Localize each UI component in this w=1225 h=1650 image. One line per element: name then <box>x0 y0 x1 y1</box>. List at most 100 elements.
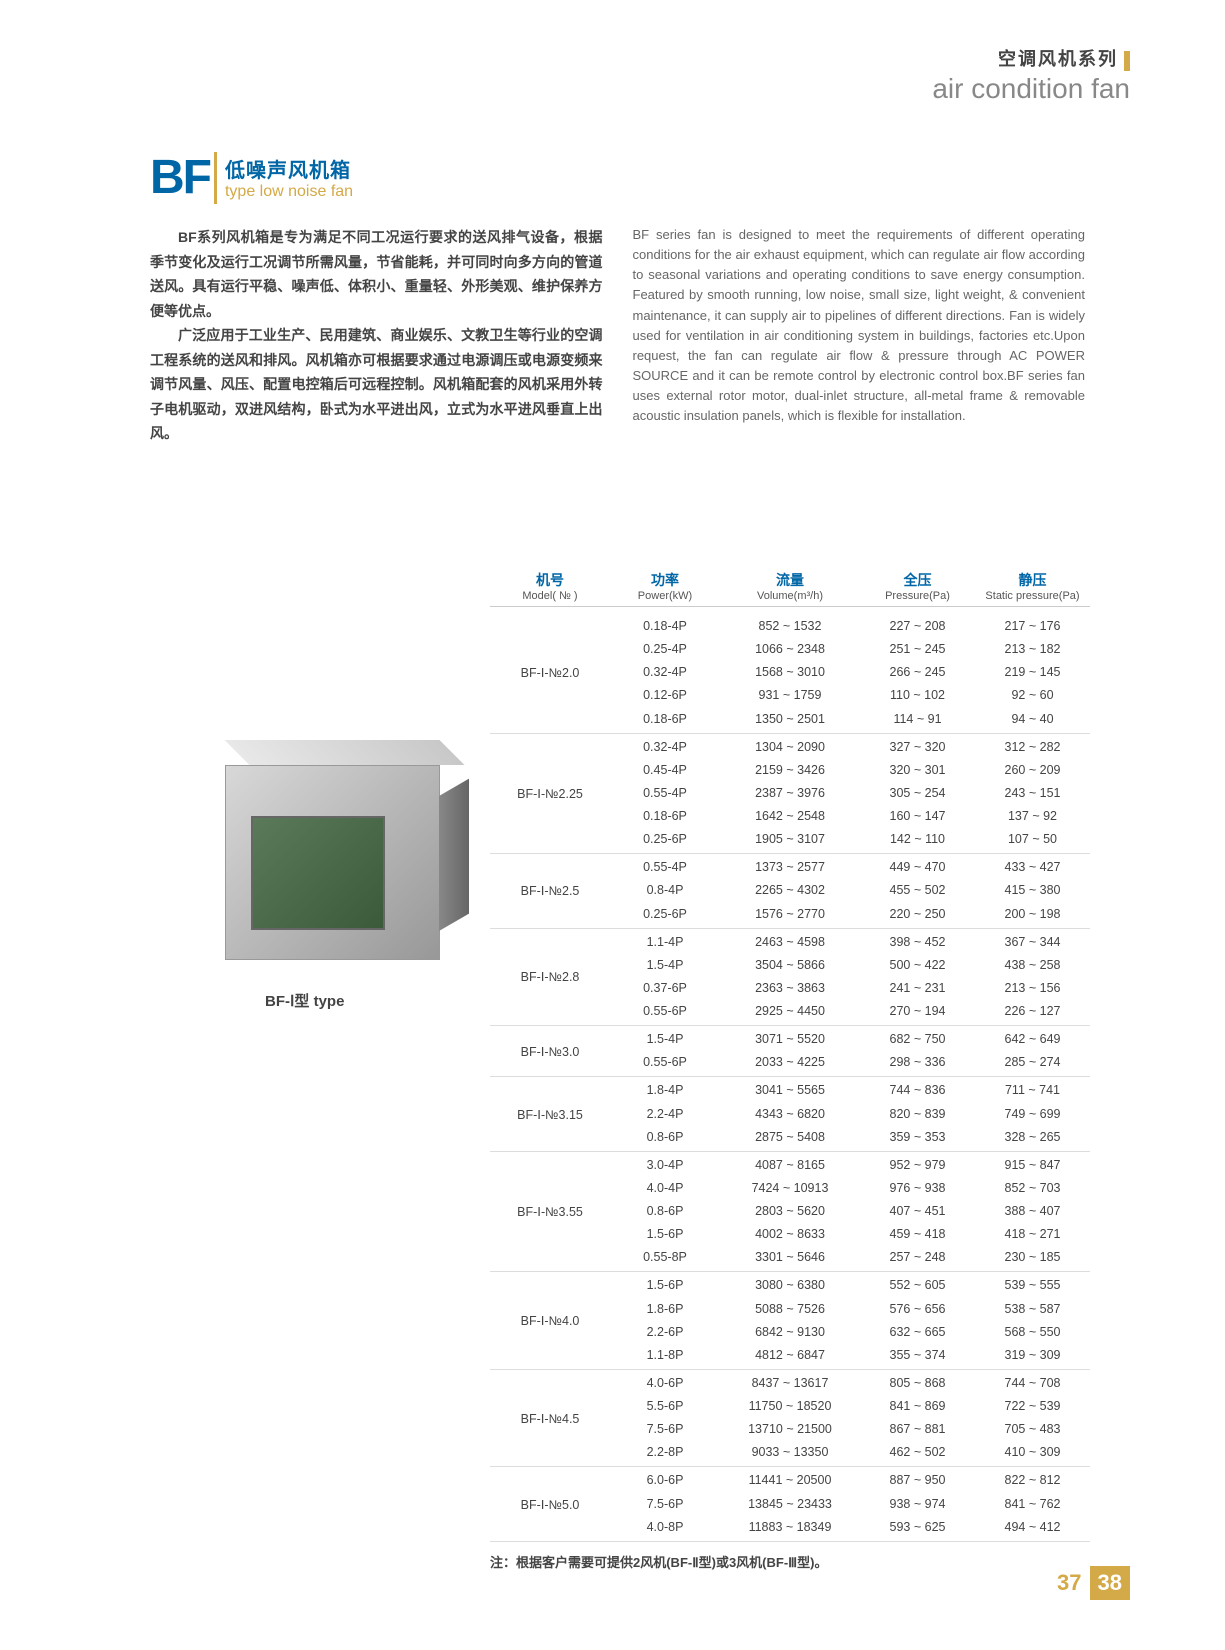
spec-row: 1.5-4P3071 ~ 5520682 ~ 750642 ~ 649 <box>610 1028 1090 1051</box>
spec-row: 1.5-6P3080 ~ 6380552 ~ 605539 ~ 555 <box>610 1274 1090 1297</box>
spec-cell-volume: 2265 ~ 4302 <box>720 879 860 902</box>
spec-row: 1.8-6P5088 ~ 7526576 ~ 656538 ~ 587 <box>610 1298 1090 1321</box>
spec-cell-power: 4.0-4P <box>610 1177 720 1200</box>
spec-model: BF-Ⅰ-№2.5 <box>490 856 610 925</box>
spec-row: 0.8-6P2875 ~ 5408359 ~ 353328 ~ 265 <box>610 1126 1090 1149</box>
spec-cell-volume: 1350 ~ 2501 <box>720 708 860 731</box>
spec-cell-static: 418 ~ 271 <box>975 1223 1090 1246</box>
spec-cell-power: 1.1-8P <box>610 1344 720 1367</box>
page-footer: 37 38 <box>1049 1566 1130 1600</box>
spec-cell-static: 226 ~ 127 <box>975 1000 1090 1023</box>
spec-cell-pressure: 576 ~ 656 <box>860 1298 975 1321</box>
hdr-model-en: Model( № ) <box>490 590 610 602</box>
spec-cell-pressure: 887 ~ 950 <box>860 1469 975 1492</box>
spec-cell-power: 0.18-6P <box>610 805 720 828</box>
spec-cell-pressure: 110 ~ 102 <box>860 684 975 707</box>
spec-cell-power: 5.5-6P <box>610 1395 720 1418</box>
spec-row: 4.0-6P8437 ~ 13617805 ~ 868744 ~ 708 <box>610 1372 1090 1395</box>
description-block: BF系列风机箱是专为满足不同工况运行要求的送风排气设备，根据季节变化及运行工况调… <box>150 225 1085 446</box>
description-cn: BF系列风机箱是专为满足不同工况运行要求的送风排气设备，根据季节变化及运行工况调… <box>150 225 603 446</box>
spec-cell-pressure: 398 ~ 452 <box>860 931 975 954</box>
spec-cell-pressure: 632 ~ 665 <box>860 1321 975 1344</box>
spec-cell-pressure: 976 ~ 938 <box>860 1177 975 1200</box>
spec-cell-volume: 3071 ~ 5520 <box>720 1028 860 1051</box>
spec-cell-volume: 2363 ~ 3863 <box>720 977 860 1000</box>
hdr-static-cn: 静压 <box>1019 572 1047 588</box>
spec-cell-power: 0.25-4P <box>610 638 720 661</box>
hdr-static-en: Static pressure(Pa) <box>975 590 1090 602</box>
spec-cell-power: 1.8-6P <box>610 1298 720 1321</box>
spec-row: 4.0-4P7424 ~ 10913976 ~ 938852 ~ 703 <box>610 1177 1090 1200</box>
spec-cell-power: 4.0-6P <box>610 1372 720 1395</box>
spec-cell-power: 0.55-8P <box>610 1246 720 1269</box>
spec-cell-static: 107 ~ 50 <box>975 828 1090 851</box>
spec-cell-power: 2.2-6P <box>610 1321 720 1344</box>
spec-row: 1.5-4P3504 ~ 5866500 ~ 422438 ~ 258 <box>610 954 1090 977</box>
spec-cell-pressure: 270 ~ 194 <box>860 1000 975 1023</box>
spec-cell-static: 230 ~ 185 <box>975 1246 1090 1269</box>
spec-cell-power: 0.37-6P <box>610 977 720 1000</box>
spec-cell-static: 410 ~ 309 <box>975 1441 1090 1464</box>
spec-row: 0.55-4P2387 ~ 3976305 ~ 254243 ~ 151 <box>610 782 1090 805</box>
hdr-pressure-en: Pressure(Pa) <box>860 590 975 602</box>
spec-cell-pressure: 359 ~ 353 <box>860 1126 975 1149</box>
spec-row: 6.0-6P11441 ~ 20500887 ~ 950822 ~ 812 <box>610 1469 1090 1492</box>
spec-cell-pressure: 142 ~ 110 <box>860 828 975 851</box>
spec-cell-pressure: 114 ~ 91 <box>860 708 975 731</box>
spec-row: 0.25-4P1066 ~ 2348251 ~ 245213 ~ 182 <box>610 638 1090 661</box>
spec-group: BF-Ⅰ-№2.250.32-4P1304 ~ 2090327 ~ 320312… <box>490 734 1090 855</box>
spec-cell-pressure: 298 ~ 336 <box>860 1051 975 1074</box>
spec-cell-volume: 4002 ~ 8633 <box>720 1223 860 1246</box>
hdr-volume-en: Volume(m³/h) <box>720 590 860 602</box>
spec-cell-power: 7.5-6P <box>610 1418 720 1441</box>
spec-row: 0.8-6P2803 ~ 5620407 ~ 451388 ~ 407 <box>610 1200 1090 1223</box>
spec-cell-static: 642 ~ 649 <box>975 1028 1090 1051</box>
spec-cell-volume: 4343 ~ 6820 <box>720 1103 860 1126</box>
spec-cell-pressure: 449 ~ 470 <box>860 856 975 879</box>
spec-row: 2.2-6P6842 ~ 9130632 ~ 665568 ~ 550 <box>610 1321 1090 1344</box>
spec-cell-power: 0.45-4P <box>610 759 720 782</box>
spec-row: 0.12-6P931 ~ 1759110 ~ 10292 ~ 60 <box>610 684 1090 707</box>
spec-cell-pressure: 500 ~ 422 <box>860 954 975 977</box>
spec-row: 3.0-4P4087 ~ 8165952 ~ 979915 ~ 847 <box>610 1154 1090 1177</box>
spec-note: 注：根据客户需要可提供2风机(BF-Ⅱ型)或3风机(BF-Ⅲ型)。 <box>490 1552 1090 1571</box>
spec-cell-static: 433 ~ 427 <box>975 856 1090 879</box>
spec-cell-pressure: 682 ~ 750 <box>860 1028 975 1051</box>
spec-cell-pressure: 593 ~ 625 <box>860 1516 975 1539</box>
spec-cell-pressure: 407 ~ 451 <box>860 1200 975 1223</box>
title-name-en: type low noise fan <box>225 183 353 201</box>
spec-cell-pressure: 305 ~ 254 <box>860 782 975 805</box>
spec-cell-volume: 13710 ~ 21500 <box>720 1418 860 1441</box>
spec-cell-static: 744 ~ 708 <box>975 1372 1090 1395</box>
spec-cell-static: 722 ~ 539 <box>975 1395 1090 1418</box>
spec-cell-volume: 6842 ~ 9130 <box>720 1321 860 1344</box>
spec-row: 2.2-4P4343 ~ 6820820 ~ 839749 ~ 699 <box>610 1103 1090 1126</box>
spec-row: 0.18-4P852 ~ 1532227 ~ 208217 ~ 176 <box>610 615 1090 638</box>
spec-row: 0.37-6P2363 ~ 3863241 ~ 231213 ~ 156 <box>610 977 1090 1000</box>
spec-row: 0.55-6P2033 ~ 4225298 ~ 336285 ~ 274 <box>610 1051 1090 1074</box>
spec-cell-power: 1.8-4P <box>610 1079 720 1102</box>
category-en: air condition fan <box>932 73 1130 105</box>
spec-cell-volume: 2159 ~ 3426 <box>720 759 860 782</box>
page-header: 空调风机系列 air condition fan <box>932 45 1130 105</box>
spec-cell-static: 415 ~ 380 <box>975 879 1090 902</box>
spec-cell-power: 7.5-6P <box>610 1493 720 1516</box>
spec-cell-static: 328 ~ 265 <box>975 1126 1090 1149</box>
spec-row: 7.5-6P13845 ~ 23433938 ~ 974841 ~ 762 <box>610 1493 1090 1516</box>
spec-cell-static: 494 ~ 412 <box>975 1516 1090 1539</box>
spec-cell-static: 822 ~ 812 <box>975 1469 1090 1492</box>
spec-row: 0.45-4P2159 ~ 3426320 ~ 301260 ~ 209 <box>610 759 1090 782</box>
spec-cell-pressure: 459 ~ 418 <box>860 1223 975 1246</box>
spec-group: BF-Ⅰ-№2.50.55-4P1373 ~ 2577449 ~ 470433 … <box>490 854 1090 928</box>
spec-cell-static: 841 ~ 762 <box>975 1493 1090 1516</box>
spec-cell-static: 213 ~ 182 <box>975 638 1090 661</box>
spec-cell-pressure: 320 ~ 301 <box>860 759 975 782</box>
spec-cell-volume: 2803 ~ 5620 <box>720 1200 860 1223</box>
spec-cell-pressure: 938 ~ 974 <box>860 1493 975 1516</box>
spec-cell-volume: 1373 ~ 2577 <box>720 856 860 879</box>
spec-cell-volume: 852 ~ 1532 <box>720 615 860 638</box>
spec-model: BF-Ⅰ-№3.55 <box>490 1154 610 1270</box>
spec-cell-power: 1.1-4P <box>610 931 720 954</box>
spec-row: 0.55-6P2925 ~ 4450270 ~ 194226 ~ 127 <box>610 1000 1090 1023</box>
spec-cell-static: 749 ~ 699 <box>975 1103 1090 1126</box>
